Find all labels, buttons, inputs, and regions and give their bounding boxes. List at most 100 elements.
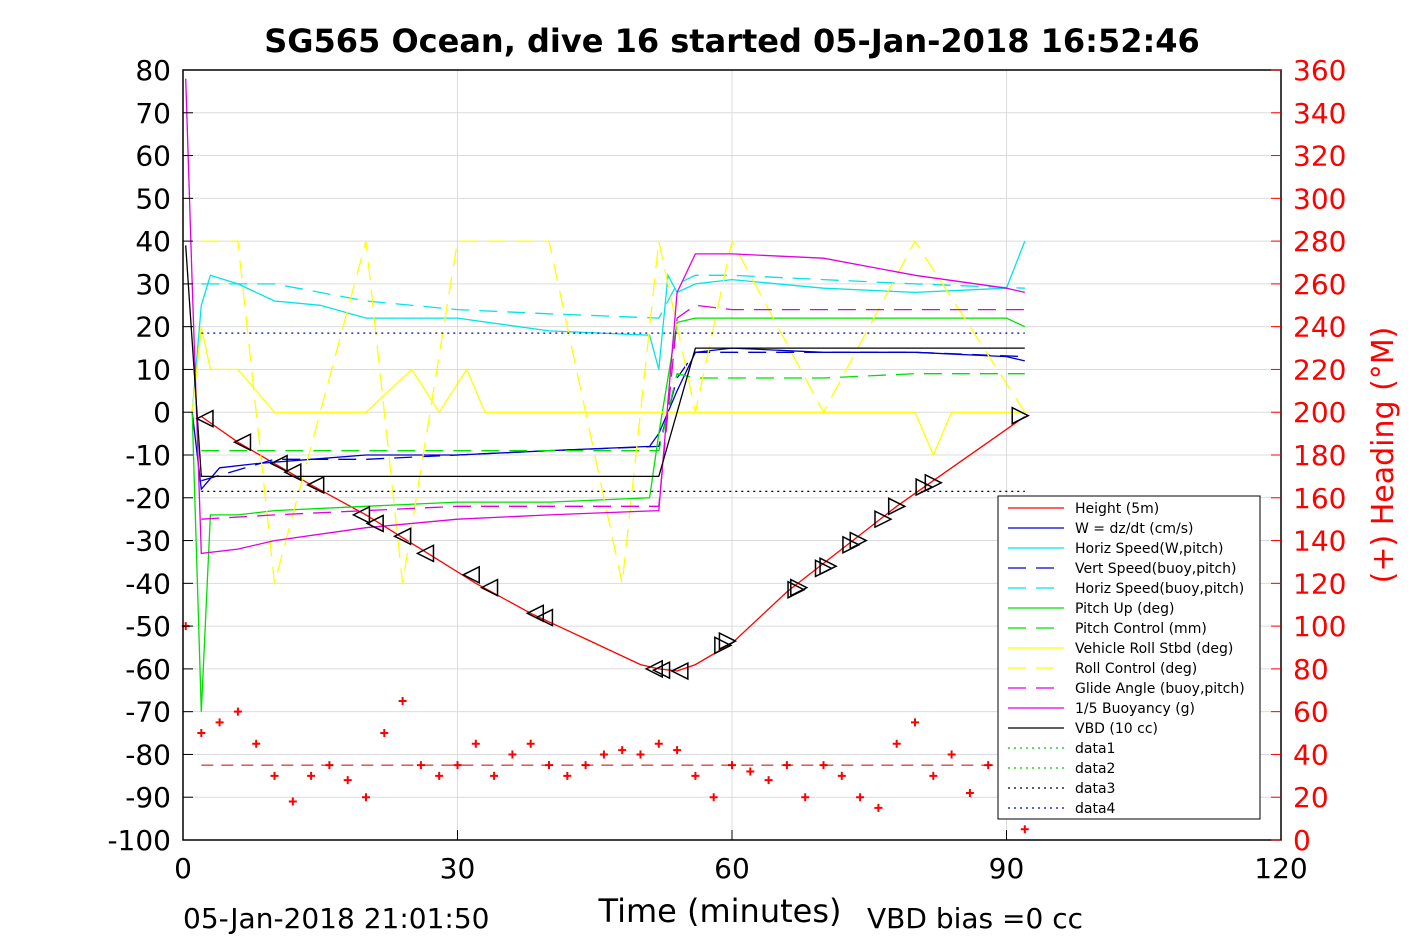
heading-marker [746,767,755,776]
heading-marker [288,797,297,806]
y2-tick-label: 40 [1293,738,1329,771]
legend-entry: Height (5m) [1075,501,1159,517]
heading-marker [801,793,810,802]
y-tick-label: -80 [125,738,171,771]
heading-marker [526,739,535,748]
legend-entry: Pitch Up (deg) [1075,601,1174,617]
y-tick-label: -30 [125,525,171,558]
marker-layer [181,406,1030,834]
heading-marker [892,739,901,748]
chart-title: SG565 Ocean, dive 16 started 05-Jan-2018… [264,22,1200,60]
legend-entry: W = dz/dt (cm/s) [1075,521,1194,537]
x-tick-label: 90 [989,852,1025,885]
heading-marker [270,771,279,780]
legend-entry: VBD (10 cc) [1075,721,1158,737]
y-tick-label: -90 [125,781,171,814]
heading-marker [911,718,919,727]
series-1-5-buoyancy-g [185,78,1025,555]
y2-tick-label: 320 [1293,140,1346,173]
descent-marker [670,661,689,681]
y-tick-label: 20 [135,311,171,344]
legend-entry: Vert Speed(buoy,pitch) [1075,561,1237,577]
descent-marker [195,409,214,428]
legend-entry: data3 [1075,781,1115,797]
descent-marker [351,505,371,525]
y2-tick-label: 120 [1293,567,1346,600]
legend-entry: Vehicle Roll Stbd (deg) [1075,641,1233,657]
heading-marker [197,729,206,738]
heading-marker [709,793,718,802]
heading-marker [599,750,608,759]
x-axis-label: Time (minutes) [598,892,842,930]
footer-timestamp: 05-Jan-2018 21:01:50 [183,902,489,935]
heading-marker [233,707,242,716]
heading-marker [380,729,389,738]
y2-tick-label: 180 [1293,439,1346,472]
y-tick-label: -10 [125,439,171,472]
legend-entry: Horiz Speed(W,pitch) [1075,541,1223,557]
heading-marker [471,739,480,748]
series-glide-angle-buoy-pitch [201,304,1025,520]
y2-tick-label: 100 [1293,610,1346,643]
heading-marker [435,771,444,780]
y2-tick-label: 20 [1293,781,1329,814]
y2-tick-label: 280 [1293,225,1346,258]
y-tick-label: 60 [135,140,171,173]
descent-marker [415,544,435,563]
descent-marker [534,608,554,627]
x-tick-label: 60 [714,852,750,885]
y2-tick-label: 340 [1293,97,1346,130]
y2-tick-label: 260 [1293,268,1346,301]
y-tick-label: -100 [107,824,171,857]
legend-entry: Horiz Speed(buoy,pitch) [1075,581,1244,597]
ascent-marker [790,578,809,597]
ascent-marker [874,509,893,529]
series-vert-speed-buoy-pitch [201,351,1025,482]
y-tick-label: -20 [125,482,171,515]
heading-marker [307,771,316,780]
right-y-axis: 3603403203002802602402202001801601401201… [1271,54,1346,857]
y2-tick-label: 200 [1293,396,1346,429]
descent-marker [269,454,288,473]
heading-marker [764,776,773,785]
heading-marker [490,771,499,780]
legend: Height (5m) W = dz/dt (cm/s) Horiz Speed(W… [997,495,1261,820]
x-tick-label: 120 [1254,852,1307,885]
series-horiz-speed-buoy-pitch [201,274,1025,319]
y-tick-label: 10 [135,353,171,386]
y-tick-label: 30 [135,268,171,301]
series-vehicle-roll-stbd-deg [191,326,1025,457]
y2-tick-label: 220 [1293,353,1346,386]
footer-vbd-bias: VBD bias =0 cc [867,902,1083,935]
series-layer [185,78,1026,712]
y-tick-label: 80 [135,54,171,87]
ascent-marker [849,531,868,550]
x-axis: 0 30 60 90 120 [174,830,1308,885]
y-tick-label: -50 [125,610,171,643]
heading-marker [965,788,974,797]
heading-marker [673,746,682,755]
descent-marker [525,604,545,623]
ascent-marker [718,631,738,651]
heading-marker [618,746,627,755]
heading-marker [636,750,645,759]
descent-marker [232,432,252,452]
x-tick-label: 30 [440,852,476,885]
series-roll-control-deg [201,239,1026,584]
y-tick-label: -60 [125,653,171,686]
heading-marker [874,803,883,812]
ascent-marker [714,636,733,655]
heading-marker [654,739,663,748]
ascent-marker [819,557,838,576]
heading-marker [837,771,846,780]
y-tick-label: 0 [153,396,171,429]
legend-entry: 1/5 Buoyancy (g) [1075,701,1195,717]
legend-entry: data2 [1075,761,1115,777]
heading-marker [453,761,462,770]
descent-marker [365,514,384,533]
heading-marker [1020,825,1029,834]
descent-marker [479,578,499,597]
heading-marker [215,718,224,727]
series-pitch-control-mm [201,372,1025,452]
series-vbd-10-cc [185,245,1025,478]
